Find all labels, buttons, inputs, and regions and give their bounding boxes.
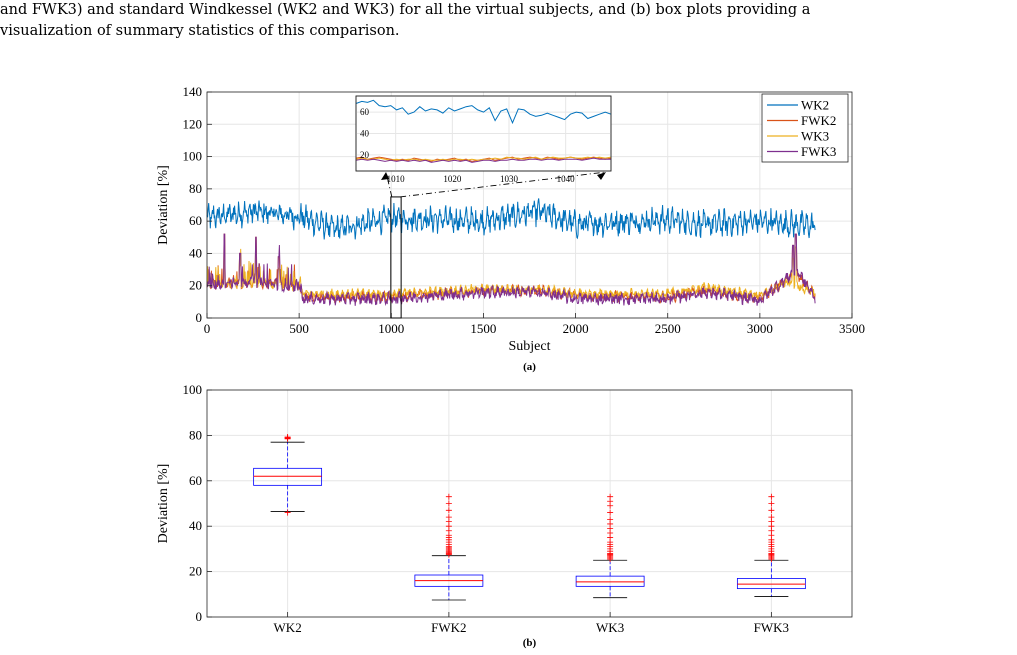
box-wk2 bbox=[253, 433, 323, 516]
outlier-marker bbox=[445, 493, 452, 500]
series-line-fwk3 bbox=[206, 233, 816, 307]
inset-frame bbox=[355, 95, 612, 172]
outlier-marker bbox=[768, 514, 775, 521]
inset-series-fwk3 bbox=[355, 157, 611, 163]
box-wk3 bbox=[575, 493, 645, 599]
inset-x-tick-label: 1020 bbox=[443, 174, 462, 184]
outlier-marker bbox=[768, 507, 775, 514]
panel-a: 0 500 1000 1500 2000 2500 3000 3500 0 20 40 60 80 100… bbox=[156, 84, 865, 373]
y-axis-label: Deviation [%] bbox=[156, 165, 171, 245]
x-tick-label: 1000 bbox=[378, 321, 404, 336]
panel-label-a: (a) bbox=[523, 361, 536, 373]
y-tick-label: 0 bbox=[196, 310, 203, 325]
series-line-wk3 bbox=[206, 246, 816, 301]
inset-y-tick-label: 40 bbox=[360, 129, 370, 139]
y-tick-label: 60 bbox=[189, 473, 202, 488]
x-tick-label: FWK3 bbox=[754, 620, 789, 635]
x-tick-label: 0 bbox=[204, 321, 211, 336]
y-tick-label: 100 bbox=[183, 382, 203, 397]
y-tick-label: 80 bbox=[189, 427, 202, 442]
outlier-marker bbox=[607, 509, 614, 516]
y-tick-label: 140 bbox=[183, 84, 203, 99]
legend-label-fwk3: FWK3 bbox=[801, 144, 836, 159]
x-tick-label: 1500 bbox=[470, 321, 496, 336]
connector-arrow-right bbox=[597, 172, 606, 180]
x-tick-label: 3000 bbox=[747, 321, 773, 336]
inset-x-tick-label: 1010 bbox=[387, 174, 406, 184]
panel-label-b: (b) bbox=[523, 637, 537, 649]
inset-y-tick-label: 20 bbox=[360, 150, 370, 160]
caption-line-1: and FWK3) and standard Windkessel (WK2 a… bbox=[0, 2, 811, 18]
y-tick-label: 20 bbox=[189, 278, 202, 293]
legend-label-wk3: WK3 bbox=[801, 129, 829, 144]
x-axis-label: Subject bbox=[509, 339, 551, 354]
legend-label-fwk2: FWK2 bbox=[801, 113, 836, 128]
y-tick-label: 100 bbox=[183, 149, 203, 164]
axes-box-a bbox=[206, 91, 853, 319]
inset-series-wk2 bbox=[355, 99, 612, 125]
box-rect bbox=[253, 467, 323, 486]
outlier-marker bbox=[445, 507, 452, 514]
box-fwk3 bbox=[736, 493, 806, 597]
highlight-rect bbox=[390, 196, 402, 319]
series-line-wk2 bbox=[206, 198, 816, 240]
connector-line-left bbox=[385, 171, 393, 198]
connector-line-right bbox=[400, 171, 607, 198]
y-tick-label: 60 bbox=[189, 213, 202, 228]
inset-series-wk3 bbox=[355, 156, 612, 161]
outlier-marker bbox=[284, 509, 291, 516]
y-tick-label: 120 bbox=[183, 116, 203, 131]
inset-panel: 1010 1020 1030 1040 20 40 60 bbox=[355, 95, 612, 184]
box-rect bbox=[736, 578, 806, 590]
y-tick-label: 40 bbox=[189, 245, 202, 260]
figure-caption: and FWK3) and standard Windkessel (WK2 a… bbox=[0, 0, 1017, 42]
outlier-marker bbox=[768, 493, 775, 500]
y-tick-label: 0 bbox=[196, 609, 203, 624]
x-tick-label: WK3 bbox=[596, 620, 624, 635]
outlier-marker bbox=[607, 493, 614, 500]
y-tick-label: 80 bbox=[189, 181, 202, 196]
y-tick-label: 20 bbox=[189, 564, 202, 579]
x-tick-label: 2500 bbox=[655, 321, 681, 336]
legend-label-wk2: WK2 bbox=[801, 98, 829, 113]
x-tick-label: 2000 bbox=[563, 321, 589, 336]
y-axis-label: Deviation [%] bbox=[156, 464, 171, 544]
panel-b: 0 20 40 60 80 100 WK2 FWK2 WK3 FWK3 Deviation [%] (… bbox=[156, 382, 853, 649]
x-tick-label: 3500 bbox=[839, 321, 865, 336]
y-tick-label: 40 bbox=[189, 518, 202, 533]
outlier-marker bbox=[768, 500, 775, 507]
outlier-marker bbox=[445, 500, 452, 507]
inset-y-tick-label: 60 bbox=[360, 107, 370, 117]
x-tick-label: 500 bbox=[289, 321, 309, 336]
connector-arrow-left bbox=[381, 172, 389, 180]
box-fwk2 bbox=[414, 493, 484, 601]
inset-x-tick-label: 1030 bbox=[500, 174, 519, 184]
inset-x-tick-label: 1040 bbox=[557, 174, 576, 184]
x-tick-label: WK2 bbox=[274, 620, 302, 635]
x-tick-label: FWK2 bbox=[431, 620, 466, 635]
box-rect bbox=[575, 575, 645, 587]
outlier-marker bbox=[607, 516, 614, 523]
caption-line-2: visualization of summary statistics of t… bbox=[0, 23, 400, 39]
axes-box-b bbox=[206, 389, 853, 618]
outlier-marker bbox=[445, 514, 452, 521]
outlier-marker bbox=[284, 435, 291, 442]
